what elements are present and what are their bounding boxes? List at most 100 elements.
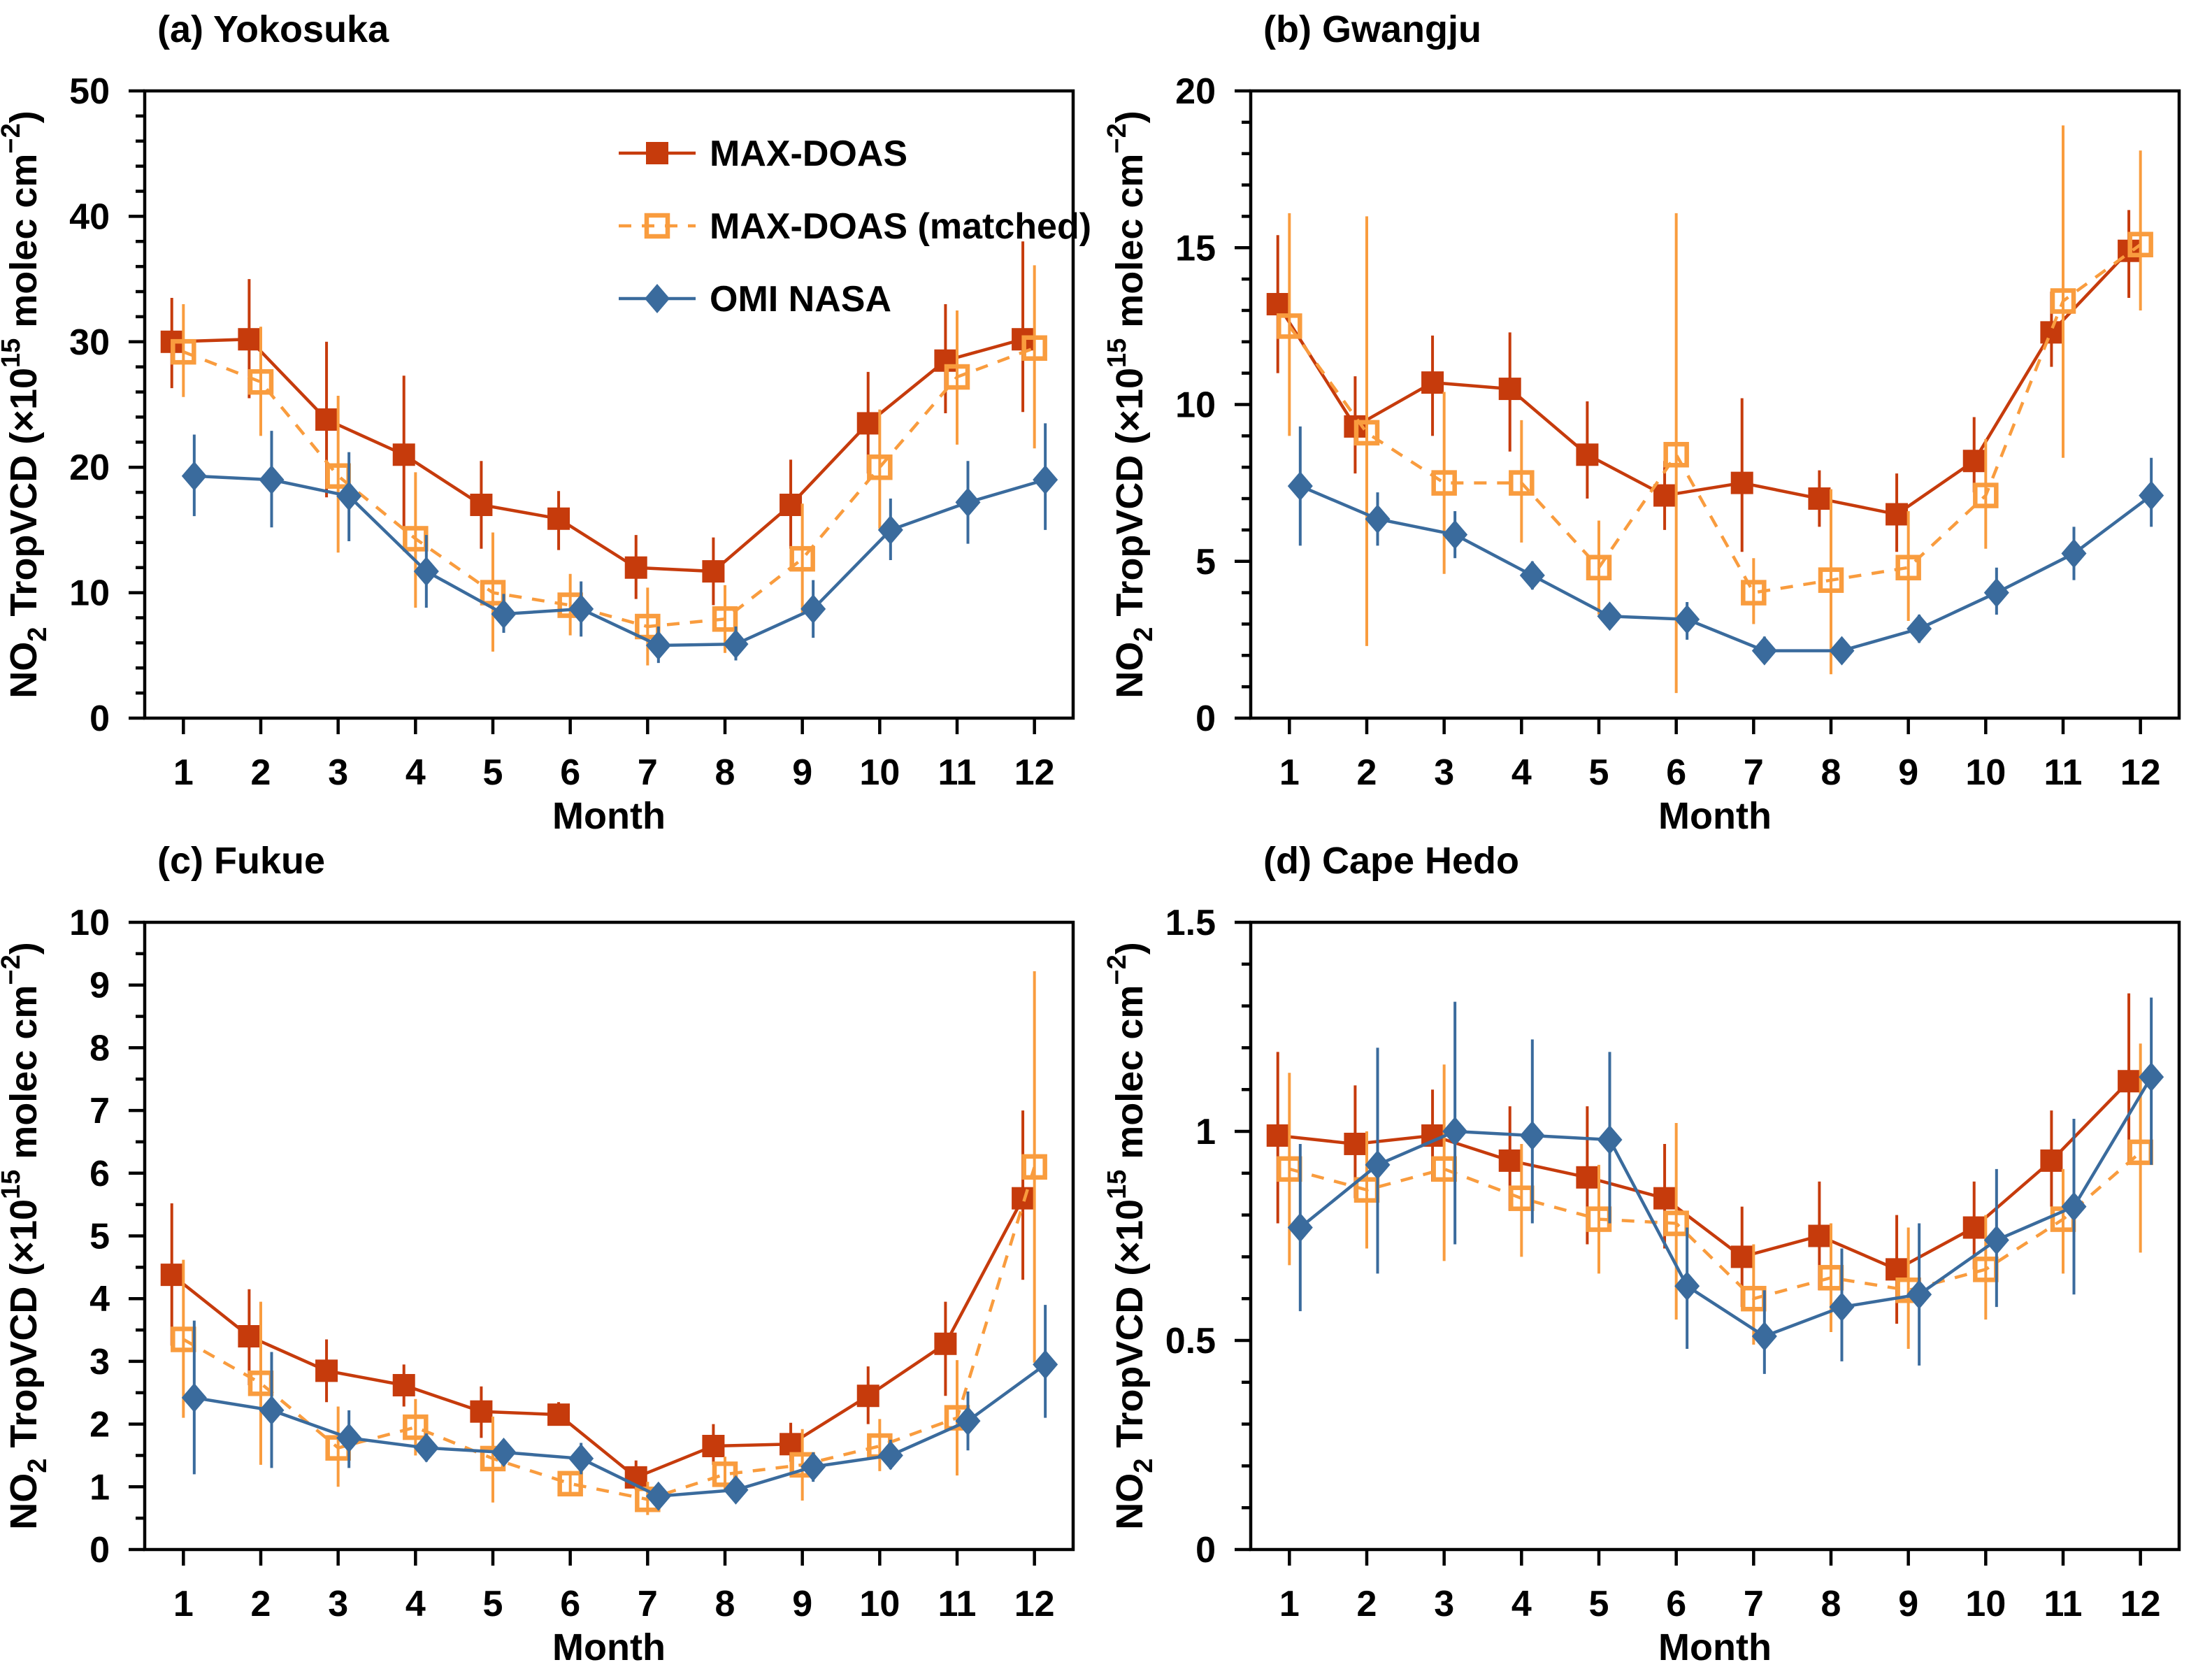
y-axis-title: NO2 TropVCD (×1015 molec cm−2) bbox=[1106, 942, 1158, 1529]
omi-nasa-diamond-marker bbox=[181, 1382, 207, 1412]
x-tick-label: 1 bbox=[173, 1584, 194, 1624]
omi-nasa-diamond-marker bbox=[1033, 465, 1058, 495]
max-doas-matched-open-square-marker bbox=[1663, 1210, 1689, 1236]
max-doas-matched-open-square-marker bbox=[867, 454, 893, 480]
plot-frame bbox=[143, 89, 1075, 720]
x-tick-label: 9 bbox=[792, 752, 812, 793]
omi-nasa-diamond-marker bbox=[259, 465, 285, 495]
max-doas-square-marker bbox=[547, 1403, 570, 1426]
x-tick-label: 3 bbox=[328, 752, 348, 793]
max-doas-matched-open-square-marker bbox=[247, 369, 274, 395]
omi-nasa-diamond-marker bbox=[413, 1433, 439, 1463]
omi-nasa-diamond-marker bbox=[259, 1395, 285, 1425]
x-tick-label: 10 bbox=[859, 752, 900, 793]
y-tick-label: 6 bbox=[89, 1154, 110, 1194]
max-doas-square-marker bbox=[1886, 1258, 1909, 1281]
max-doas-matched-open-square-marker bbox=[1818, 567, 1844, 593]
max-doas-square-marker bbox=[238, 1325, 261, 1348]
omi-nasa-diamond-marker bbox=[336, 481, 362, 511]
max-doas-square-marker bbox=[1730, 1245, 1753, 1268]
y-tick-label: 1 bbox=[1195, 1112, 1216, 1152]
max-doas-square-marker bbox=[1576, 443, 1599, 466]
omi-nasa-line bbox=[1299, 1076, 2153, 1338]
max-doas-square-marker bbox=[702, 560, 725, 583]
panel-fukue: (c) Fukue 0 1 2 3 4 5 6 7 8 9 10 1 2 3 4 5 6 7 8 9 10 11 12 Mont… bbox=[0, 831, 1106, 1667]
omi-nasa-diamond-marker bbox=[568, 594, 594, 624]
x-tick-label: 8 bbox=[715, 1584, 735, 1624]
max-doas-square-marker bbox=[780, 1433, 803, 1456]
y-tick-label: 0 bbox=[1195, 1530, 1216, 1571]
y-axis: 0 1 2 3 4 5 6 7 8 9 10 bbox=[69, 903, 145, 1571]
max-doas-square-marker bbox=[1886, 503, 1909, 526]
x-tick-label: 9 bbox=[792, 1584, 812, 1624]
y-tick-label: 9 bbox=[89, 966, 110, 1006]
max-doas-matched-open-square-marker bbox=[1021, 1154, 1047, 1180]
max-doas-square-marker bbox=[1498, 1149, 1521, 1172]
omi-nasa-diamond-marker bbox=[336, 1423, 362, 1453]
max-doas-square-marker bbox=[1266, 292, 1289, 315]
omi-nasa-diamond-marker bbox=[1829, 1292, 1855, 1322]
max-doas-matched-line bbox=[182, 346, 1035, 629]
max-doas-matched-open-square-marker bbox=[944, 364, 970, 390]
max-doas-square-marker bbox=[547, 507, 570, 530]
omi-nasa-diamond-marker bbox=[800, 594, 826, 624]
x-tick-label: 2 bbox=[251, 752, 271, 793]
legend-label: MAX-DOAS bbox=[710, 134, 907, 174]
max-doas-matched-open-square-marker bbox=[1277, 313, 1302, 339]
max-doas-square-marker bbox=[470, 1400, 493, 1423]
panel-title: (c) Fukue bbox=[157, 840, 325, 882]
x-tick-label: 9 bbox=[1898, 752, 1918, 793]
omi-nasa-diamond-marker bbox=[1597, 601, 1623, 631]
max-doas-square-marker bbox=[1808, 487, 1831, 510]
x-tick-label: 8 bbox=[715, 752, 735, 793]
x-tick-label: 3 bbox=[1434, 1584, 1454, 1624]
max-doas-matched-open-square-marker bbox=[1431, 470, 1457, 496]
y-tick-label: 10 bbox=[69, 903, 110, 943]
max-doas-square-marker bbox=[315, 408, 338, 431]
omi-nasa-diamond-marker bbox=[2061, 1192, 2087, 1222]
panel-background bbox=[1106, 0, 2212, 832]
omi-nasa-diamond-marker bbox=[1033, 1350, 1058, 1380]
x-axis: 1 2 3 4 5 6 7 8 9 10 11 12 bbox=[173, 1550, 1055, 1624]
omi-nasa-diamond-marker bbox=[723, 629, 749, 659]
panel-background bbox=[0, 831, 1106, 1664]
x-tick-label: 5 bbox=[1589, 752, 1609, 793]
x-tick-label: 5 bbox=[483, 1584, 503, 1624]
omi-nasa-diamond-marker bbox=[877, 1440, 903, 1471]
x-tick-label: 2 bbox=[1357, 1584, 1377, 1624]
omi-nasa-diamond-marker bbox=[1442, 520, 1468, 550]
x-tick-label: 1 bbox=[173, 752, 194, 793]
omi-nasa-diamond-marker bbox=[1829, 636, 1855, 666]
series-max-doas-matched bbox=[171, 265, 1047, 666]
omi-nasa-diamond-marker bbox=[1365, 1150, 1391, 1180]
x-tick-label: 10 bbox=[1965, 752, 2006, 793]
x-tick-label: 11 bbox=[2044, 752, 2083, 793]
omi-nasa-diamond-marker bbox=[955, 1406, 981, 1436]
max-doas-matched-open-square-marker bbox=[480, 580, 506, 606]
x-tick-label: 3 bbox=[1434, 752, 1454, 793]
max-doas-matched-open-square-marker bbox=[1353, 420, 1380, 446]
omi-nasa-diamond-marker bbox=[181, 461, 207, 491]
x-tick-label: 11 bbox=[938, 1584, 977, 1624]
max-doas-square-marker bbox=[1421, 371, 1444, 394]
max-doas-square-marker bbox=[1962, 450, 1985, 473]
x-tick-label: 4 bbox=[1511, 1584, 1532, 1624]
omi-nasa-diamond-marker bbox=[800, 1452, 826, 1482]
max-doas-matched-open-square-marker bbox=[789, 545, 815, 572]
max-doas-square-marker bbox=[1266, 1124, 1289, 1147]
y-tick-label: 3 bbox=[89, 1342, 110, 1382]
omi-nasa-diamond-marker bbox=[1751, 636, 1777, 666]
max-doas-square-marker bbox=[1808, 1224, 1831, 1247]
panel-yokosuka: (a) Yokosuka 0 10 20 30 40 50 1 2 3 4 5 6 7 8 9 10 11 12 Mo… bbox=[0, 0, 1106, 837]
max-doas-square-marker bbox=[1730, 471, 1753, 494]
omi-nasa-line bbox=[1299, 485, 2153, 652]
x-tick-label: 7 bbox=[1744, 1584, 1764, 1624]
omi-nasa-diamond-marker bbox=[413, 557, 439, 587]
x-axis: 1 2 3 4 5 6 7 8 9 10 11 12 bbox=[173, 718, 1055, 793]
max-doas-matched-open-square-marker bbox=[1586, 555, 1612, 580]
max-doas-square-marker bbox=[392, 443, 415, 466]
legend: MAX-DOAS MAX-DOAS (matched) OMI NASA bbox=[619, 134, 1091, 320]
